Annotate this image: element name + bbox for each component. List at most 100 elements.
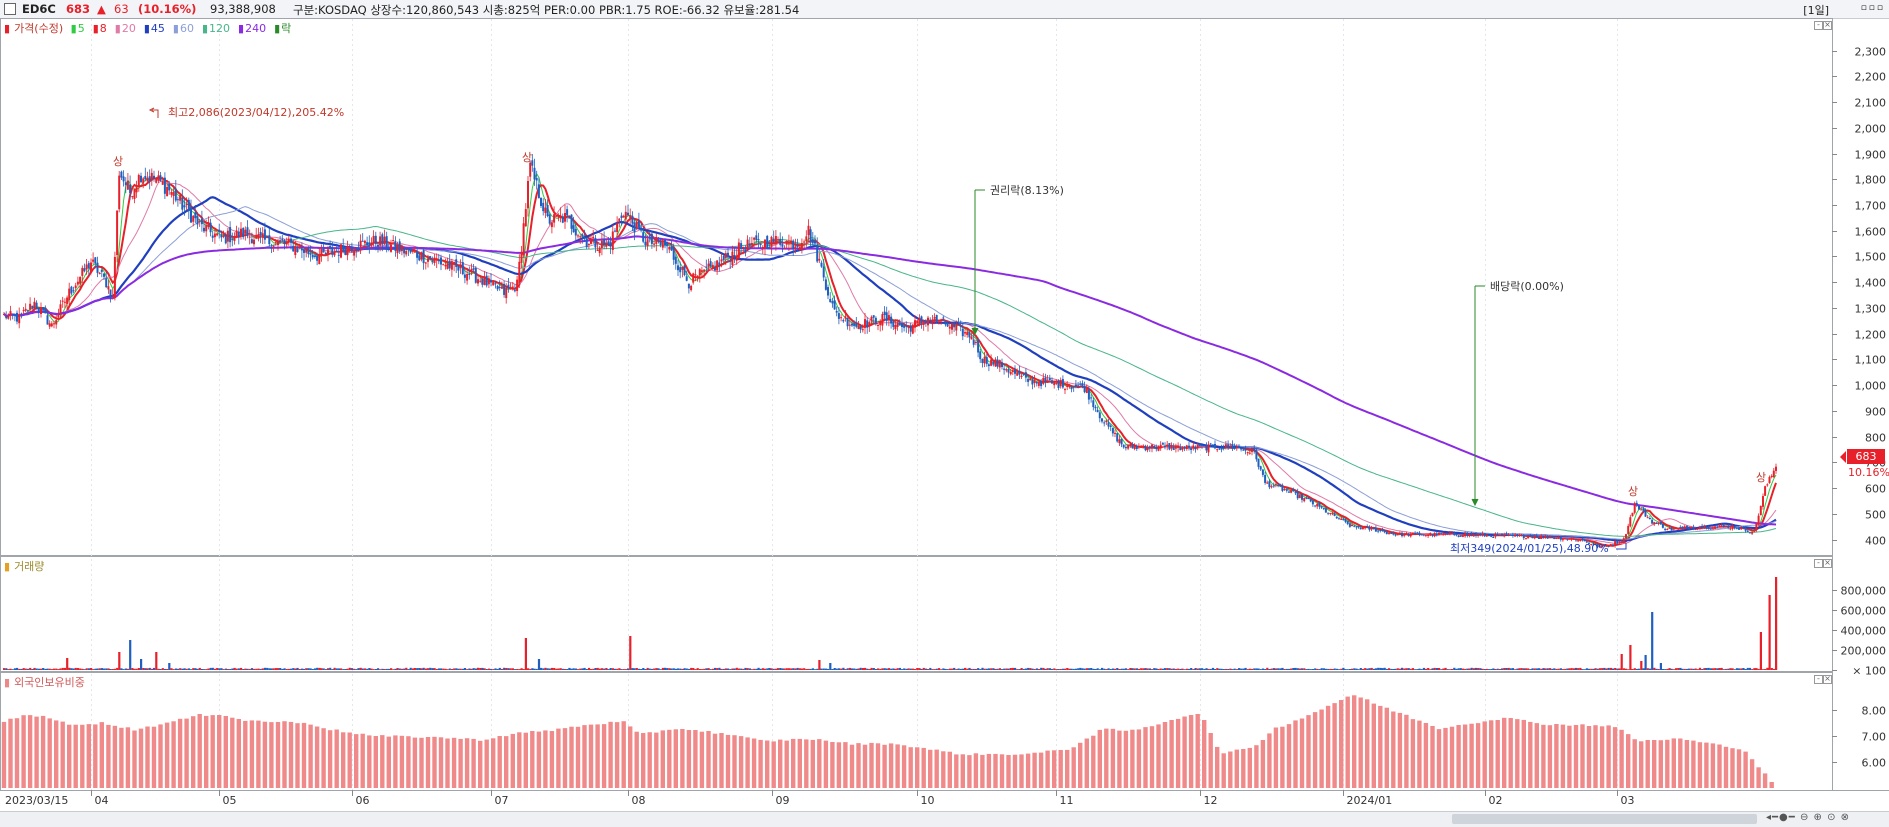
- period-selector[interactable]: [1일]: [1803, 4, 1829, 17]
- toggle-checkbox[interactable]: [4, 3, 16, 15]
- volume-bar: [764, 668, 767, 670]
- candle-body: [1722, 524, 1725, 527]
- volume-bar: [18, 668, 21, 670]
- volume-bar: [1194, 668, 1197, 670]
- legend-ma-label: 60: [179, 22, 194, 35]
- candle-body: [281, 239, 284, 241]
- candle-body: [696, 275, 699, 278]
- panel-minimize-button[interactable]: -: [1814, 675, 1823, 684]
- foreign-bar: [706, 731, 711, 788]
- volume-bar: [1320, 668, 1323, 670]
- volume-bar: [794, 668, 797, 670]
- volume-bar: [396, 668, 399, 670]
- volume-bar: [1374, 668, 1378, 670]
- candle-body: [964, 332, 966, 334]
- foreign-bar: [523, 732, 528, 788]
- foreign-bar: [67, 724, 72, 788]
- panel-minimize-button[interactable]: -: [1814, 559, 1823, 568]
- foreign-bar: [980, 754, 985, 788]
- candle-body: [324, 252, 327, 255]
- candle-body: [68, 288, 71, 300]
- candle-body: [226, 230, 229, 242]
- panel-close-button[interactable]: ×: [1823, 20, 1832, 30]
- foreign-bar: [628, 726, 633, 788]
- candle-body: [248, 236, 251, 238]
- candle-body: [1359, 527, 1362, 530]
- chart-scrollbar[interactable]: ◂━●━ ⊖ ⊕ ⊙ ⊗: [0, 811, 1889, 827]
- candle-body: [385, 236, 388, 248]
- panel-minimize-button[interactable]: -: [1814, 21, 1823, 30]
- volume-bar: [1705, 668, 1708, 670]
- candle-body: [1479, 533, 1482, 535]
- volume-bar: [1272, 668, 1275, 670]
- volume-bar: [355, 669, 358, 670]
- candle-body: [1553, 538, 1556, 540]
- volume-bar: [877, 668, 880, 670]
- window-buttons[interactable]: ▫▫▫: [1860, 3, 1885, 13]
- volume-bar: [931, 669, 934, 670]
- scrollbar-thumb[interactable]: [1452, 814, 1757, 824]
- foreign-bar: [510, 733, 515, 788]
- volume-bar: [131, 668, 134, 670]
- volume-bar: [150, 668, 153, 670]
- volume-bar: [790, 668, 793, 670]
- volume-bar: [911, 668, 914, 670]
- candle-body: [387, 248, 390, 250]
- foreign-bar: [314, 726, 320, 788]
- volume-bar: [1633, 668, 1636, 670]
- candle-body: [733, 255, 736, 258]
- candle-body: [866, 320, 869, 328]
- candle-body: [579, 236, 582, 238]
- candle-body: [996, 359, 999, 367]
- volume-bar: [381, 668, 384, 670]
- volume-bar: [1555, 668, 1558, 670]
- candle-body: [650, 233, 653, 244]
- candle-body: [1283, 489, 1286, 490]
- panel-close-button[interactable]: ×: [1823, 558, 1832, 568]
- volume-bar: [1114, 668, 1117, 670]
- volume-bar: [1631, 669, 1634, 670]
- volume-bar: [1755, 668, 1758, 670]
- candle-body: [100, 269, 103, 272]
- foreign-bar: [419, 737, 424, 788]
- candle-body: [1074, 384, 1077, 387]
- volume-bar: [1016, 669, 1019, 670]
- volume-bar: [1564, 668, 1567, 670]
- candle-body: [748, 243, 751, 246]
- volume-bar: [179, 668, 182, 670]
- volume-bar: [1485, 668, 1488, 670]
- volume-bar: [750, 669, 754, 670]
- candle-body: [574, 228, 577, 236]
- candle-body: [453, 262, 456, 265]
- foreign-bar: [771, 741, 776, 788]
- candle-body: [57, 314, 60, 318]
- volume-bar: [657, 668, 660, 670]
- foreign-bar: [1358, 697, 1363, 788]
- volume-bar: [1422, 667, 1425, 670]
- volume-bar: [368, 668, 371, 670]
- candle-body: [677, 265, 679, 271]
- candle-body: [1394, 534, 1397, 536]
- volume-bar: [905, 668, 908, 670]
- candle-body: [496, 286, 499, 290]
- volume-bar: [737, 668, 741, 670]
- foreign-bar: [406, 736, 411, 788]
- volume-bar: [448, 668, 451, 670]
- foreign-bar: [1339, 700, 1344, 788]
- panel-close-button[interactable]: ×: [1823, 674, 1832, 684]
- foreign-bar: [1319, 709, 1324, 788]
- candle-body: [909, 325, 912, 332]
- volume-bar: [161, 668, 164, 670]
- foreign-bar: [269, 722, 274, 788]
- zoom-controls[interactable]: ◂━●━ ⊖ ⊕ ⊙ ⊗: [1766, 812, 1851, 823]
- volume-bar: [263, 667, 267, 670]
- candle-body: [1718, 525, 1721, 527]
- foreign-bar: [1, 721, 7, 788]
- foreign-bar: [1730, 748, 1735, 788]
- candle-body: [463, 274, 466, 278]
- candle-body: [327, 249, 329, 255]
- volume-bar: [1201, 668, 1204, 670]
- volume-bar: [400, 668, 404, 670]
- volume-bar: [1153, 668, 1156, 670]
